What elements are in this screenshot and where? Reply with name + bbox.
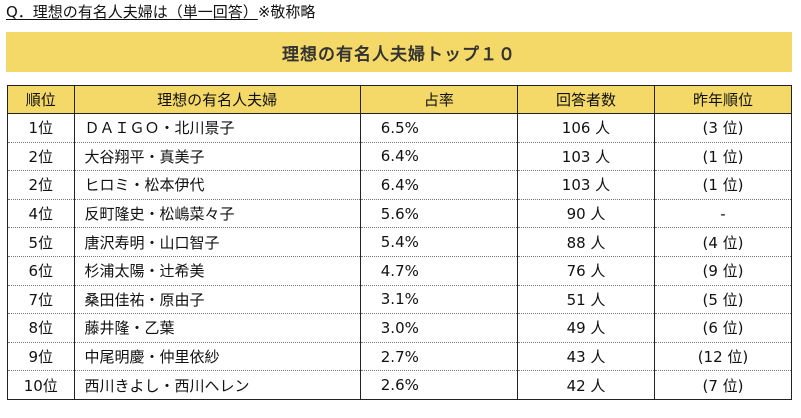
count-cell: 103 人 xyxy=(517,170,655,200)
rank-cell: 7位 xyxy=(7,285,75,315)
table-row: 7位 桑田佳祐・原由子 3.1% 51 人 (5 位) xyxy=(7,285,793,315)
count-cell: 88 人 xyxy=(517,227,655,257)
rate-cell: 6.4% xyxy=(359,170,519,200)
couple-cell: 杉浦太陽・辻希美 xyxy=(73,256,361,286)
table-row: 10位 西川きよし・西川ヘレン 2.6% 42 人 (7 位) xyxy=(7,370,793,400)
table-row: 1位 ＤＡＩＧＯ・北川景子 6.5% 106 人 (3 位) xyxy=(7,113,793,143)
rate-cell: 2.6% xyxy=(359,370,519,400)
table-row: 6位 杉浦太陽・辻希美 4.7% 76 人 (9 位) xyxy=(7,256,793,286)
count-cell: 49 人 xyxy=(517,313,655,343)
question-main: Q．理想の有名人夫婦は（単一回答） xyxy=(6,3,258,21)
question-text: Q．理想の有名人夫婦は（単一回答）※敬称略 xyxy=(6,2,315,22)
table-row: 2位 ヒロミ・松本伊代 6.4% 103 人 (1 位) xyxy=(7,170,793,200)
rank-cell: 1位 xyxy=(7,113,75,143)
count-cell: 42 人 xyxy=(517,370,655,400)
rate-cell: 3.1% xyxy=(359,285,519,315)
count-cell: 76 人 xyxy=(517,256,655,286)
header-couple: 理想の有名人夫婦 xyxy=(73,85,361,114)
prev-rank-cell: (3 位) xyxy=(653,113,793,143)
header-count: 回答者数 xyxy=(517,85,655,114)
rate-cell: 3.0% xyxy=(359,313,519,343)
rank-cell: 2位 xyxy=(7,170,75,200)
honorific-note: ※敬称略 xyxy=(257,3,316,21)
table-row: 5位 唐沢寿明・山口智子 5.4% 88 人 (4 位) xyxy=(7,227,793,257)
prev-rank-cell: (1 位) xyxy=(653,170,793,200)
table-row: 2位 大谷翔平・真美子 6.4% 103 人 (1 位) xyxy=(7,142,793,172)
couple-cell: ヒロミ・松本伊代 xyxy=(73,170,361,200)
prev-rank-cell: (4 位) xyxy=(653,227,793,257)
count-cell: 90 人 xyxy=(517,199,655,229)
couple-cell: 中尾明慶・仲里依紗 xyxy=(73,342,361,372)
count-cell: 103 人 xyxy=(517,142,655,172)
rate-cell: 2.7% xyxy=(359,342,519,372)
prev-rank-cell: (5 位) xyxy=(653,285,793,315)
rank-cell: 6位 xyxy=(7,256,75,286)
prev-rank-cell: (9 位) xyxy=(653,256,793,286)
table-header-row: 順位 理想の有名人夫婦 占率 回答者数 昨年順位 xyxy=(7,85,793,114)
rate-cell: 4.7% xyxy=(359,256,519,286)
rank-cell: 4位 xyxy=(7,199,75,229)
prev-rank-cell: (7 位) xyxy=(653,370,793,400)
table-row: 8位 藤井隆・乙葉 3.0% 49 人 (6 位) xyxy=(7,313,793,343)
count-cell: 51 人 xyxy=(517,285,655,315)
table-row: 4位 反町隆史・松嶋菜々子 5.6% 90 人 - xyxy=(7,199,793,229)
header-rate: 占率 xyxy=(359,85,519,114)
prev-rank-cell: (1 位) xyxy=(653,142,793,172)
header-prev-rank: 昨年順位 xyxy=(653,85,793,114)
couple-cell: 唐沢寿明・山口智子 xyxy=(73,227,361,257)
header-rank: 順位 xyxy=(7,85,75,114)
rank-cell: 2位 xyxy=(7,142,75,172)
rate-cell: 6.5% xyxy=(359,113,519,143)
count-cell: 106 人 xyxy=(517,113,655,143)
rank-cell: 8位 xyxy=(7,313,75,343)
rate-cell: 6.4% xyxy=(359,142,519,172)
prev-rank-cell: (6 位) xyxy=(653,313,793,343)
table-row: 9位 中尾明慶・仲里依紗 2.7% 43 人 (12 位) xyxy=(7,342,793,372)
couple-cell: 大谷翔平・真美子 xyxy=(73,142,361,172)
couple-cell: 桑田佳祐・原由子 xyxy=(73,285,361,315)
couple-cell: 藤井隆・乙葉 xyxy=(73,313,361,343)
count-cell: 43 人 xyxy=(517,342,655,372)
prev-rank-cell: (12 位) xyxy=(653,342,793,372)
ranking-table: 順位 理想の有名人夫婦 占率 回答者数 昨年順位 1位 ＤＡＩＧＯ・北川景子 6… xyxy=(7,85,793,400)
rank-cell: 10位 xyxy=(7,370,75,400)
rank-cell: 5位 xyxy=(7,227,75,257)
rate-cell: 5.6% xyxy=(359,199,519,229)
rank-cell: 9位 xyxy=(7,342,75,372)
rate-cell: 5.4% xyxy=(359,227,519,257)
couple-cell: 反町隆史・松嶋菜々子 xyxy=(73,199,361,229)
prev-rank-cell: - xyxy=(653,199,793,229)
banner-title: 理想の有名人夫婦トップ１０ xyxy=(6,32,792,72)
couple-cell: ＤＡＩＧＯ・北川景子 xyxy=(73,113,361,143)
couple-cell: 西川きよし・西川ヘレン xyxy=(73,370,361,400)
